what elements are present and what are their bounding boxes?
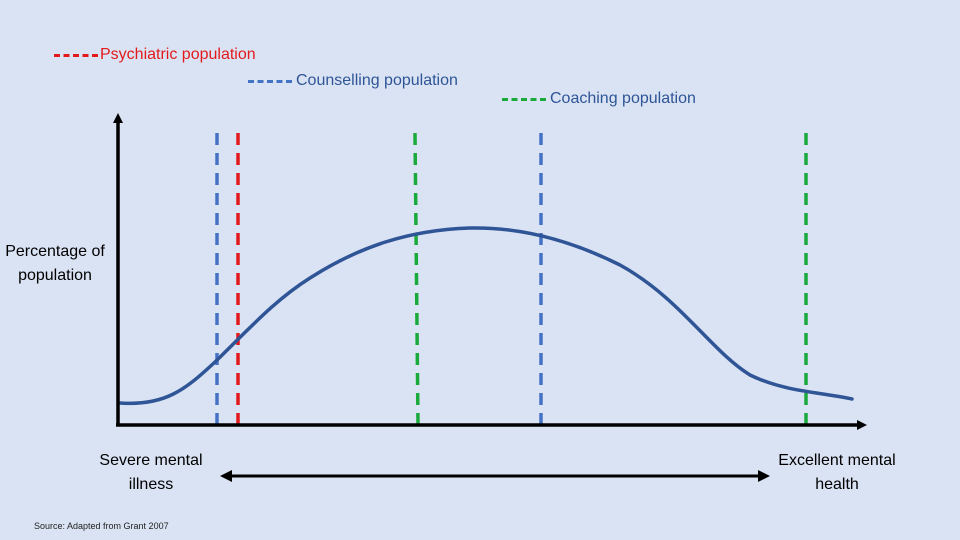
legend-psychiatric-label: Psychiatric population <box>100 46 256 63</box>
legend-counselling-label: Counselling population <box>296 72 458 89</box>
legend-coaching-label: Coaching population <box>550 90 696 107</box>
y-axis-label: Percentage of population <box>5 243 105 284</box>
legend-coaching: Coaching population <box>502 90 696 108</box>
source-note: Source: Adapted from Grant 2007 <box>34 521 169 531</box>
legend-counselling: Counselling population <box>248 72 458 90</box>
coaching-boundary-left <box>413 132 420 425</box>
green-dashed-line-icon <box>502 97 546 101</box>
legend-psychiatric: Psychiatric population <box>54 46 256 64</box>
red-dashed-line-icon <box>54 53 98 57</box>
blue-dashed-line-icon <box>248 79 292 83</box>
population-distribution-curve <box>118 226 854 406</box>
excellent-mental-health-label: Excellent mental health <box>778 452 896 493</box>
severe-mental-illness-label: Severe mental illness <box>99 452 203 493</box>
